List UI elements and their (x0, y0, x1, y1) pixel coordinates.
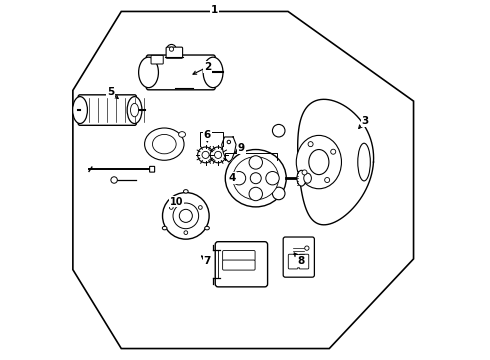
FancyBboxPatch shape (288, 254, 298, 269)
Ellipse shape (162, 226, 167, 230)
Circle shape (249, 156, 263, 169)
Circle shape (302, 170, 307, 175)
Text: 9: 9 (238, 143, 245, 153)
FancyBboxPatch shape (151, 55, 163, 64)
Text: 10: 10 (170, 197, 184, 207)
Ellipse shape (304, 173, 311, 183)
Polygon shape (298, 99, 373, 225)
Circle shape (184, 231, 188, 234)
FancyBboxPatch shape (166, 47, 183, 58)
Circle shape (163, 193, 209, 239)
Text: 7: 7 (204, 256, 211, 266)
Ellipse shape (233, 157, 279, 200)
FancyBboxPatch shape (299, 254, 309, 269)
Circle shape (202, 151, 209, 158)
Ellipse shape (183, 190, 188, 193)
Ellipse shape (309, 149, 329, 175)
Circle shape (215, 151, 221, 158)
Ellipse shape (225, 149, 286, 207)
Ellipse shape (145, 128, 184, 160)
Text: 6: 6 (204, 130, 211, 140)
Circle shape (305, 246, 309, 250)
Circle shape (325, 177, 330, 183)
Ellipse shape (130, 103, 139, 117)
Circle shape (331, 149, 336, 154)
Text: 4: 4 (229, 173, 236, 183)
Circle shape (179, 209, 193, 222)
Ellipse shape (358, 143, 370, 181)
FancyBboxPatch shape (147, 55, 215, 90)
Ellipse shape (203, 57, 223, 87)
Circle shape (249, 187, 263, 201)
Circle shape (266, 171, 279, 185)
Ellipse shape (296, 135, 342, 189)
Ellipse shape (152, 134, 176, 154)
Circle shape (250, 173, 261, 184)
Text: 1: 1 (211, 5, 218, 15)
FancyBboxPatch shape (215, 242, 268, 287)
Circle shape (111, 177, 117, 183)
Circle shape (198, 206, 202, 209)
Text: 5: 5 (107, 87, 114, 97)
Ellipse shape (179, 132, 186, 137)
Text: 8: 8 (297, 256, 304, 266)
FancyBboxPatch shape (222, 251, 255, 261)
Polygon shape (221, 137, 236, 162)
Circle shape (173, 203, 198, 229)
FancyBboxPatch shape (149, 166, 155, 172)
FancyBboxPatch shape (78, 95, 136, 125)
Polygon shape (73, 12, 414, 348)
Ellipse shape (205, 226, 209, 230)
Ellipse shape (272, 187, 285, 200)
Ellipse shape (139, 57, 158, 87)
Text: 3: 3 (362, 116, 369, 126)
Circle shape (210, 147, 226, 163)
Ellipse shape (297, 170, 306, 186)
Ellipse shape (272, 125, 285, 137)
Circle shape (197, 147, 214, 163)
Circle shape (227, 140, 231, 144)
Circle shape (170, 206, 173, 209)
FancyBboxPatch shape (283, 237, 315, 277)
Circle shape (232, 171, 245, 185)
FancyBboxPatch shape (222, 260, 255, 270)
Text: 2: 2 (204, 62, 211, 72)
Circle shape (308, 141, 313, 147)
Ellipse shape (127, 96, 142, 123)
Circle shape (170, 47, 173, 51)
Circle shape (167, 44, 176, 54)
Ellipse shape (73, 96, 87, 123)
